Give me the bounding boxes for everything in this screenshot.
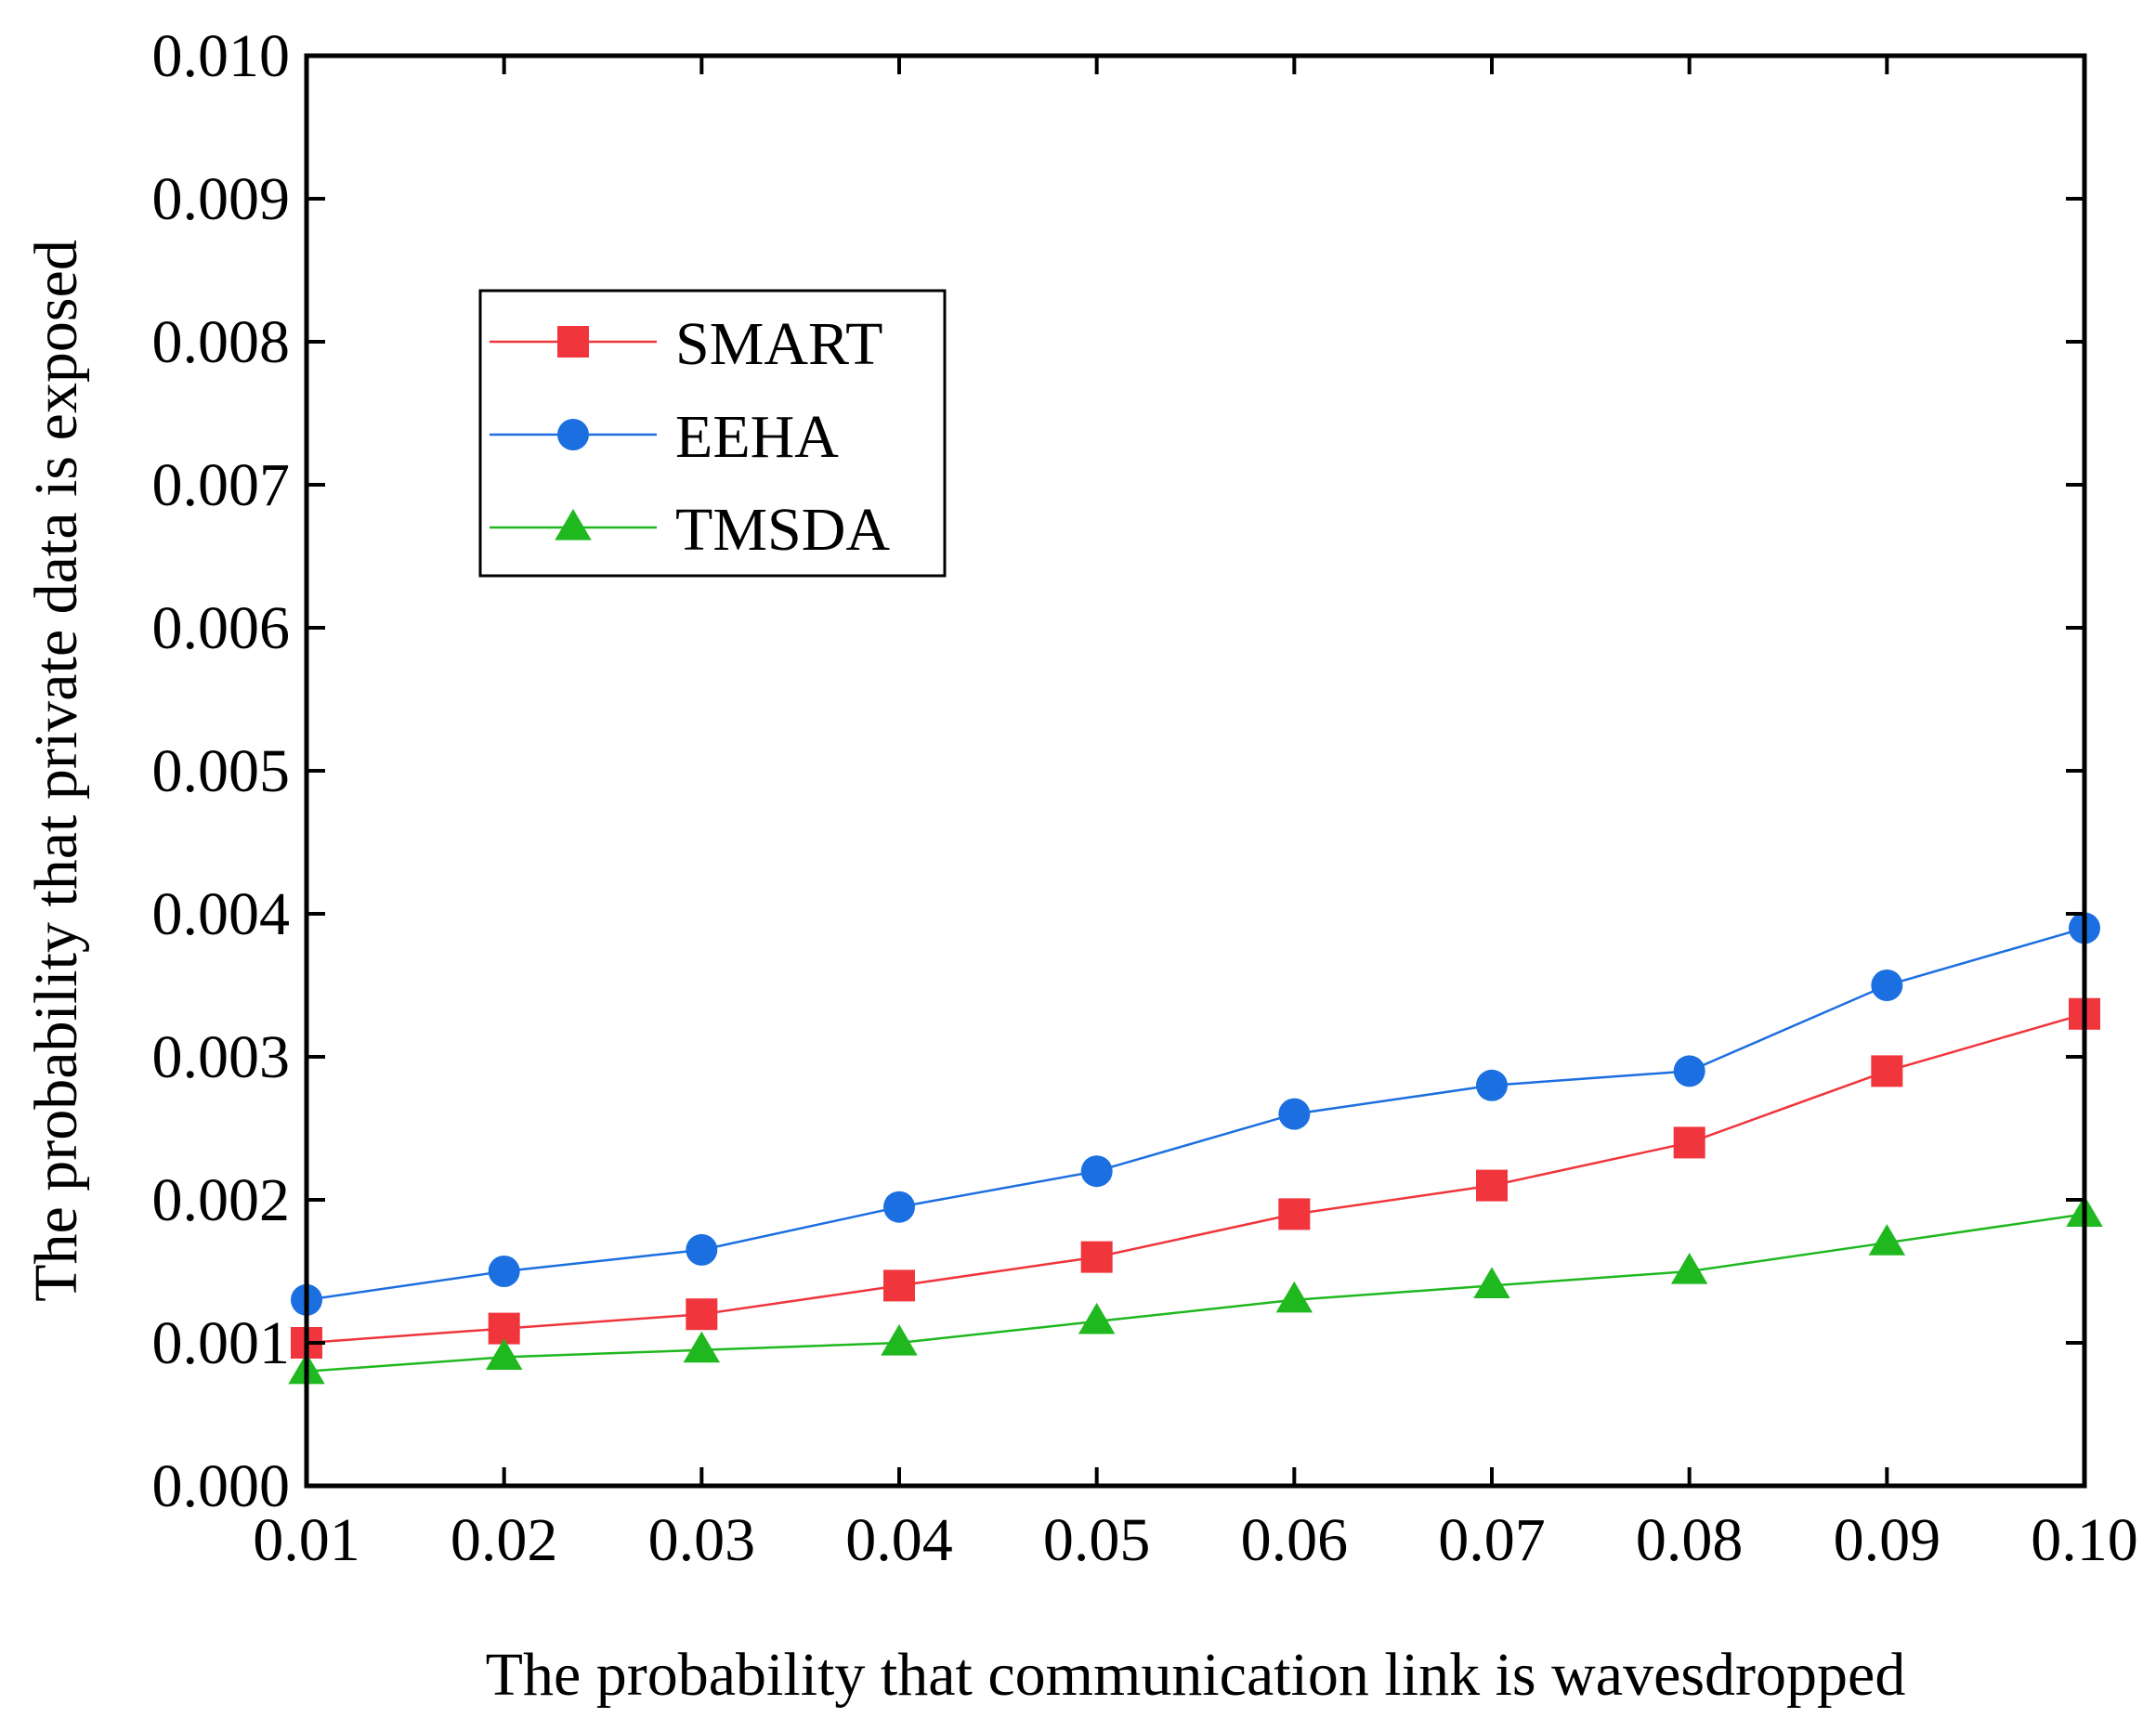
y-tick-label: 0.007 (152, 451, 291, 519)
y-tick-label: 0.002 (152, 1166, 291, 1234)
x-tick-label: 0.05 (1043, 1506, 1151, 1574)
series-line-eeha (306, 927, 2085, 1302)
y-tick-label: 0.008 (152, 308, 291, 376)
data-point-tmsda (1078, 1302, 1116, 1334)
x-axis-title: The probability that communication link … (486, 1641, 1906, 1709)
legend-marker-eeha (557, 419, 589, 450)
x-tick-label: 0.03 (648, 1506, 756, 1574)
x-tick-label: 0.07 (1438, 1506, 1546, 1574)
data-point-tmsda (1275, 1281, 1313, 1313)
data-point-smart (686, 1298, 718, 1331)
data-point-tmsda (683, 1331, 721, 1363)
x-tick-label: 0.01 (253, 1506, 360, 1574)
data-point-smart (1673, 1126, 1705, 1159)
y-tick-label: 0.010 (152, 22, 291, 90)
y-tick-label: 0.005 (152, 737, 291, 805)
x-tick-label: 0.04 (845, 1506, 953, 1574)
y-tick-label: 0.000 (152, 1452, 291, 1520)
series-eeha (291, 912, 2100, 1316)
legend-item-eeha: EEHA (490, 403, 839, 471)
data-point-eeha (1080, 1155, 1113, 1188)
data-point-smart (1871, 1055, 1903, 1087)
legend: SMART EEHA TMSDA (478, 289, 947, 578)
data-point-smart (1080, 1241, 1113, 1273)
y-tick-label: 0.006 (152, 594, 291, 662)
y-tick-label: 0.009 (152, 165, 291, 233)
data-point-eeha (1871, 970, 1903, 1001)
legend-marker-tmsda (555, 508, 592, 540)
y-axis-title: The probability that private data is exp… (22, 240, 90, 1302)
data-point-tmsda (485, 1338, 523, 1370)
tick-layer: 0.01 0.02 0.03 0.04 0.05 0.06 0.07 0.08 0.09 0.10… (152, 22, 2138, 1574)
x-tick-label: 0.06 (1241, 1506, 1349, 1574)
series-layer (288, 912, 2103, 1385)
data-point-eeha (488, 1256, 520, 1287)
y-tick-label: 0.004 (152, 880, 291, 948)
legend-label: EEHA (675, 403, 839, 471)
data-point-eeha (1476, 1069, 1508, 1101)
x-tick-label: 0.09 (1834, 1506, 1941, 1574)
data-point-eeha (1278, 1098, 1311, 1130)
data-point-tmsda (1868, 1224, 1906, 1256)
y-tick-label: 0.003 (152, 1023, 291, 1091)
data-point-tmsda (881, 1323, 918, 1356)
data-point-tmsda (1473, 1267, 1510, 1298)
data-point-eeha (686, 1233, 718, 1266)
legend-label: SMART (675, 310, 882, 378)
plot-area (307, 56, 2084, 1486)
data-point-smart (883, 1269, 915, 1302)
legend-label: TMSDA (675, 496, 890, 564)
legend-entries: SMART EEHA TMSDA (490, 310, 890, 564)
x-tick-label: 0.08 (1636, 1506, 1744, 1574)
series-line-tmsda (306, 1213, 2085, 1373)
data-point-eeha (1673, 1055, 1705, 1087)
data-point-eeha (883, 1191, 915, 1223)
x-tick-label: 0.10 (2031, 1506, 2138, 1574)
data-point-smart (1278, 1198, 1311, 1230)
series-line-smart (306, 1012, 2085, 1345)
legend-item-tmsda: TMSDA (490, 496, 890, 564)
series-tmsda (288, 1195, 2103, 1385)
legend-marker-smart (557, 326, 589, 358)
series-smart (291, 997, 2100, 1359)
legend-item-smart: SMART (490, 310, 882, 378)
data-point-smart (1476, 1169, 1508, 1202)
y-tick-label: 0.001 (152, 1309, 291, 1377)
x-tick-label: 0.02 (451, 1506, 558, 1574)
data-point-tmsda (1670, 1252, 1708, 1284)
